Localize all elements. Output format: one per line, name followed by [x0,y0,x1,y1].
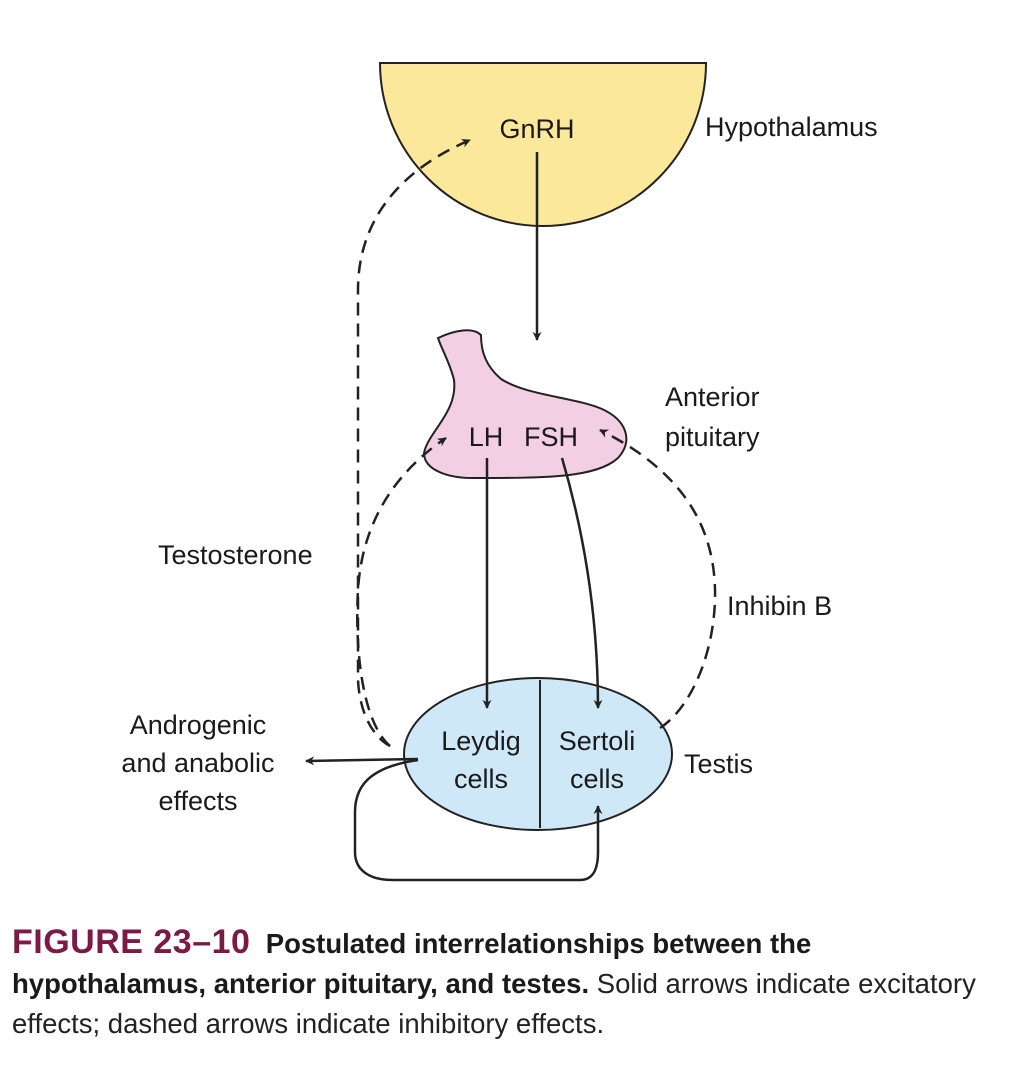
inhibin-to-pituitary-arrow [600,430,715,728]
effects-line3: effects [158,786,237,816]
fsh-label: FSH [524,422,578,452]
anterior-label: Anterior [665,382,760,412]
testosterone-to-pituitary-arrow [357,438,446,746]
effects-line2: and anabolic [121,748,274,778]
fsh-to-sertoli-arrow [562,458,598,708]
pituitary-shape [424,330,626,478]
hypothalamus-shape [380,63,706,226]
figure-number: FIGURE 23–10 [12,923,250,961]
pituitary-label: pituitary [665,422,760,452]
testis-label: Testis [684,749,753,779]
hypothalamus-label: Hypothalamus [705,112,878,142]
leydig-cells-label: cells [454,764,508,794]
figure-caption: FIGURE 23–10 Postulated interrelationshi… [12,922,1012,1044]
testosterone-label: Testosterone [158,540,313,570]
inhibin-label: Inhibin B [727,591,832,621]
sertoli-label: Sertoli [559,726,636,756]
effects-line1: Androgenic [130,710,267,740]
leydig-label: Leydig [441,726,521,756]
gnrh-label: GnRH [499,114,574,144]
sertoli-cells-label: cells [570,764,624,794]
endocrine-diagram: GnRH Hypothalamus LH FSH Anterior pituit… [0,0,1020,900]
effects-arrow [306,759,418,761]
lh-label: LH [469,422,504,452]
